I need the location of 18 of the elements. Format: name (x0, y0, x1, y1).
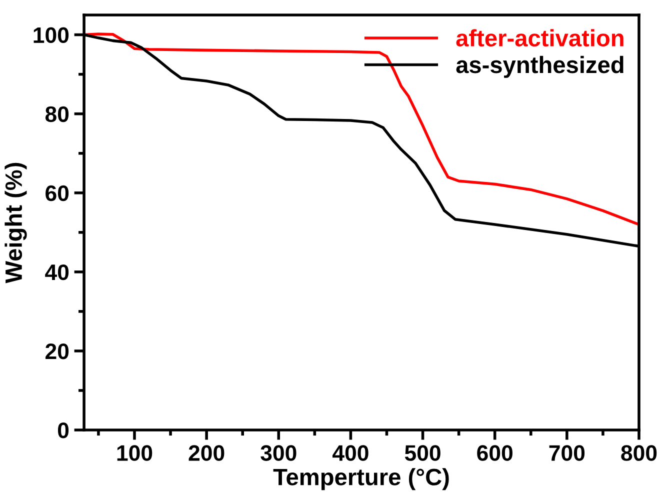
y-tick-label: 60 (46, 185, 69, 202)
y-tick-label: 20 (46, 343, 69, 360)
legend-label: as-synthesized (456, 56, 624, 78)
x-axis-title: Temperture (°C) (273, 468, 449, 490)
y-tick-label: 80 (45, 106, 69, 122)
x-tick-label: 300 (260, 445, 296, 461)
x-tick-label: 500 (404, 445, 440, 461)
legend-label: after-activation (456, 29, 624, 47)
x-tick-label: 100 (117, 445, 152, 461)
x-tick-label: 200 (188, 445, 224, 461)
x-tick-label: 600 (477, 445, 512, 461)
x-tick-label: 800 (621, 445, 657, 461)
y-tick-label: 0 (58, 422, 69, 438)
y-tick-label: 100 (34, 27, 69, 44)
y-axis-title: Weight (%) (4, 162, 27, 284)
x-tick-label: 400 (332, 445, 368, 461)
x-tick-label: 700 (549, 445, 585, 461)
y-tick-label: 40 (45, 264, 69, 280)
